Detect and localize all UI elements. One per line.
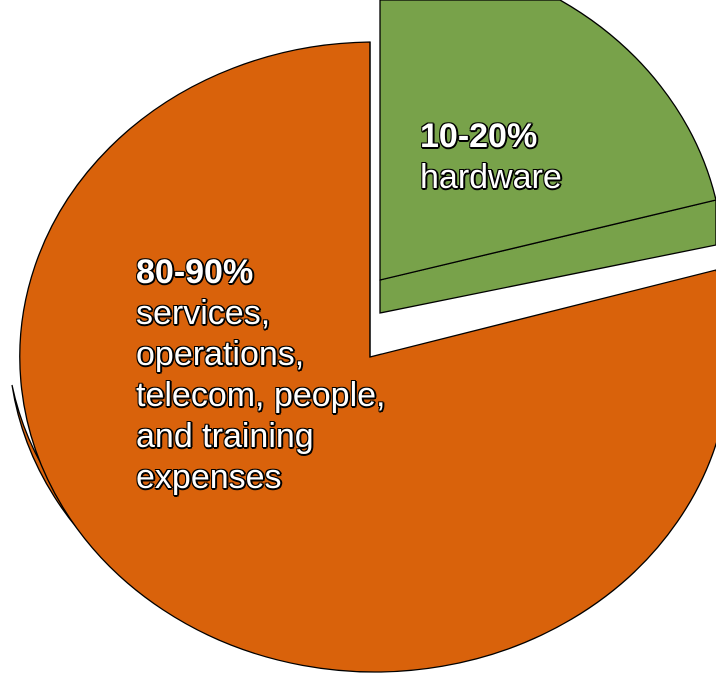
slice-hardware [379,0,716,281]
slice-hardware-desc: hardware [420,158,562,196]
slice-services-line-2: operations, [136,335,305,373]
slice-services-line-4: and training [136,417,314,455]
slice-hardware-label: 10-20% hardware [420,116,562,198]
slice-hardware-percent: 10-20% [420,117,538,155]
slice-services-label: 80-90% services, operations, telecom, pe… [136,252,386,498]
slice-services-line-5: expenses [136,458,282,496]
slice-services-line-3: telecom, people, [136,376,386,414]
slice-services [19,41,716,673]
slice-services-line-1: services, [136,294,271,332]
slice-services-percent: 80-90% [136,253,254,291]
